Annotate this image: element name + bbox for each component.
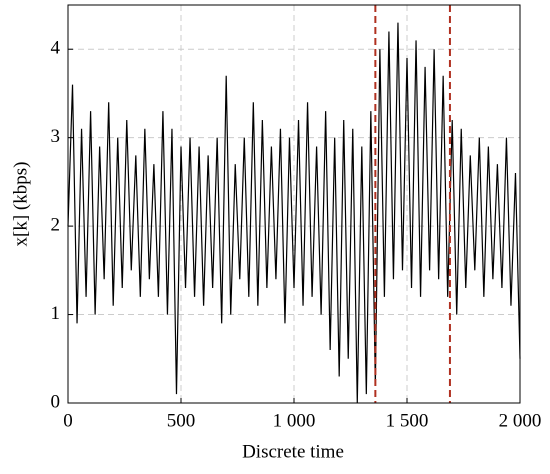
x-tick-label: 1 500	[386, 410, 429, 431]
y-axis-label: x[k] (kbps)	[10, 162, 31, 247]
plot-frame	[67, 4, 521, 404]
x-tick-label: 0	[63, 410, 73, 431]
y-tick-label: 2	[51, 214, 61, 235]
y-tick-label: 1	[51, 303, 61, 324]
x-tick-label: 2 000	[499, 410, 542, 431]
x-tick-label: 1 000	[273, 410, 316, 431]
y-tick-label: 0	[51, 391, 61, 412]
y-tick-label: 4	[51, 38, 61, 59]
x-axis-label: Discrete time	[242, 441, 344, 462]
y-tick-label: 3	[51, 126, 61, 147]
x-tick-label: 500	[167, 410, 196, 431]
data-line	[67, 22, 521, 404]
